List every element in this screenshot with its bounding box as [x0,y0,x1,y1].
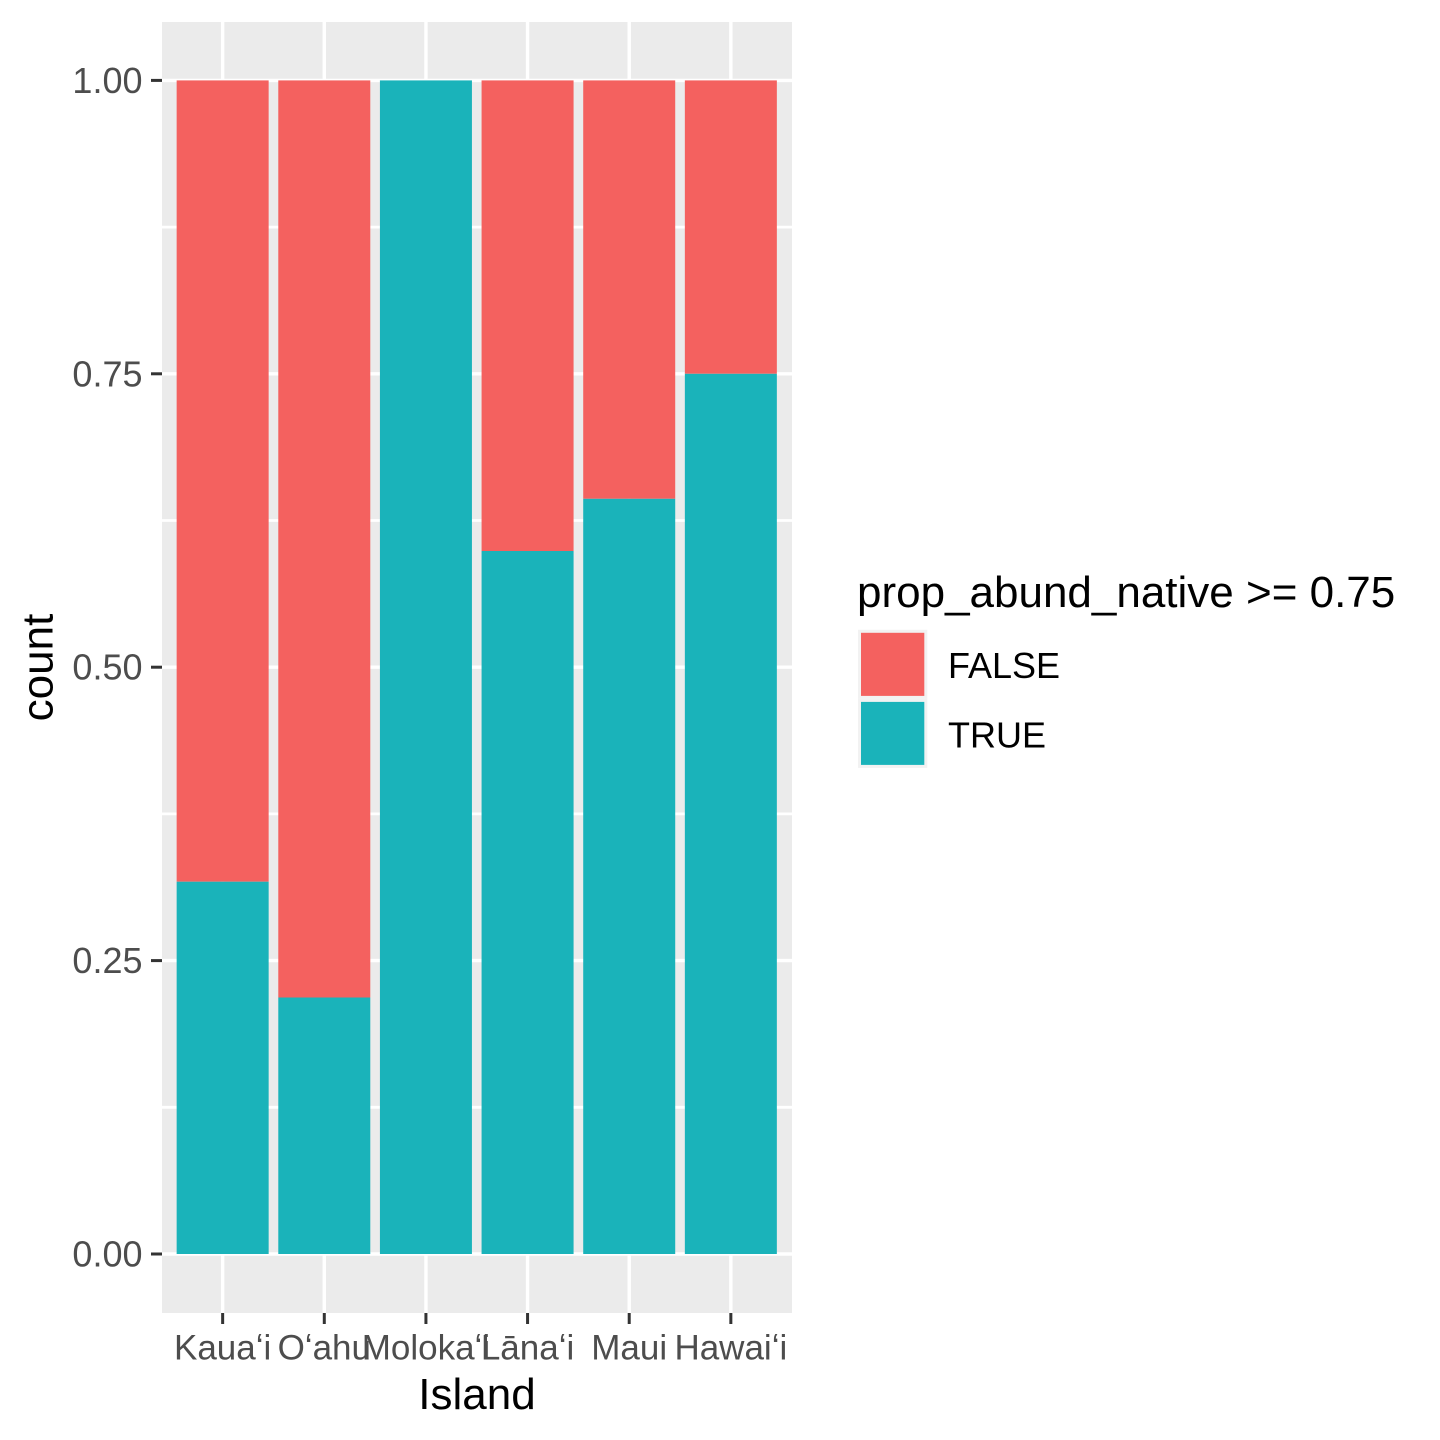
svg-text:count: count [14,614,63,722]
svg-text:Molokaʻi: Molokaʻi [362,1329,490,1368]
svg-text:Kauaʻi: Kauaʻi [174,1329,271,1368]
svg-text:0.00: 0.00 [72,1234,142,1275]
svg-text:0.25: 0.25 [72,940,142,981]
svg-text:Maui: Maui [591,1329,667,1368]
svg-text:prop_abund_native >= 0.75: prop_abund_native >= 0.75 [857,568,1395,617]
svg-text:Island: Island [418,1370,535,1419]
svg-text:Lānaʻi: Lānaʻi [481,1329,574,1368]
svg-text:TRUE: TRUE [948,715,1046,756]
svg-text:0.75: 0.75 [72,353,142,394]
svg-text:FALSE: FALSE [948,645,1060,686]
svg-text:Hawaiʻi: Hawaiʻi [674,1329,787,1368]
svg-text:1.00: 1.00 [72,60,142,101]
svg-text:Oʻahu: Oʻahu [278,1329,371,1368]
svg-text:0.50: 0.50 [72,647,142,688]
